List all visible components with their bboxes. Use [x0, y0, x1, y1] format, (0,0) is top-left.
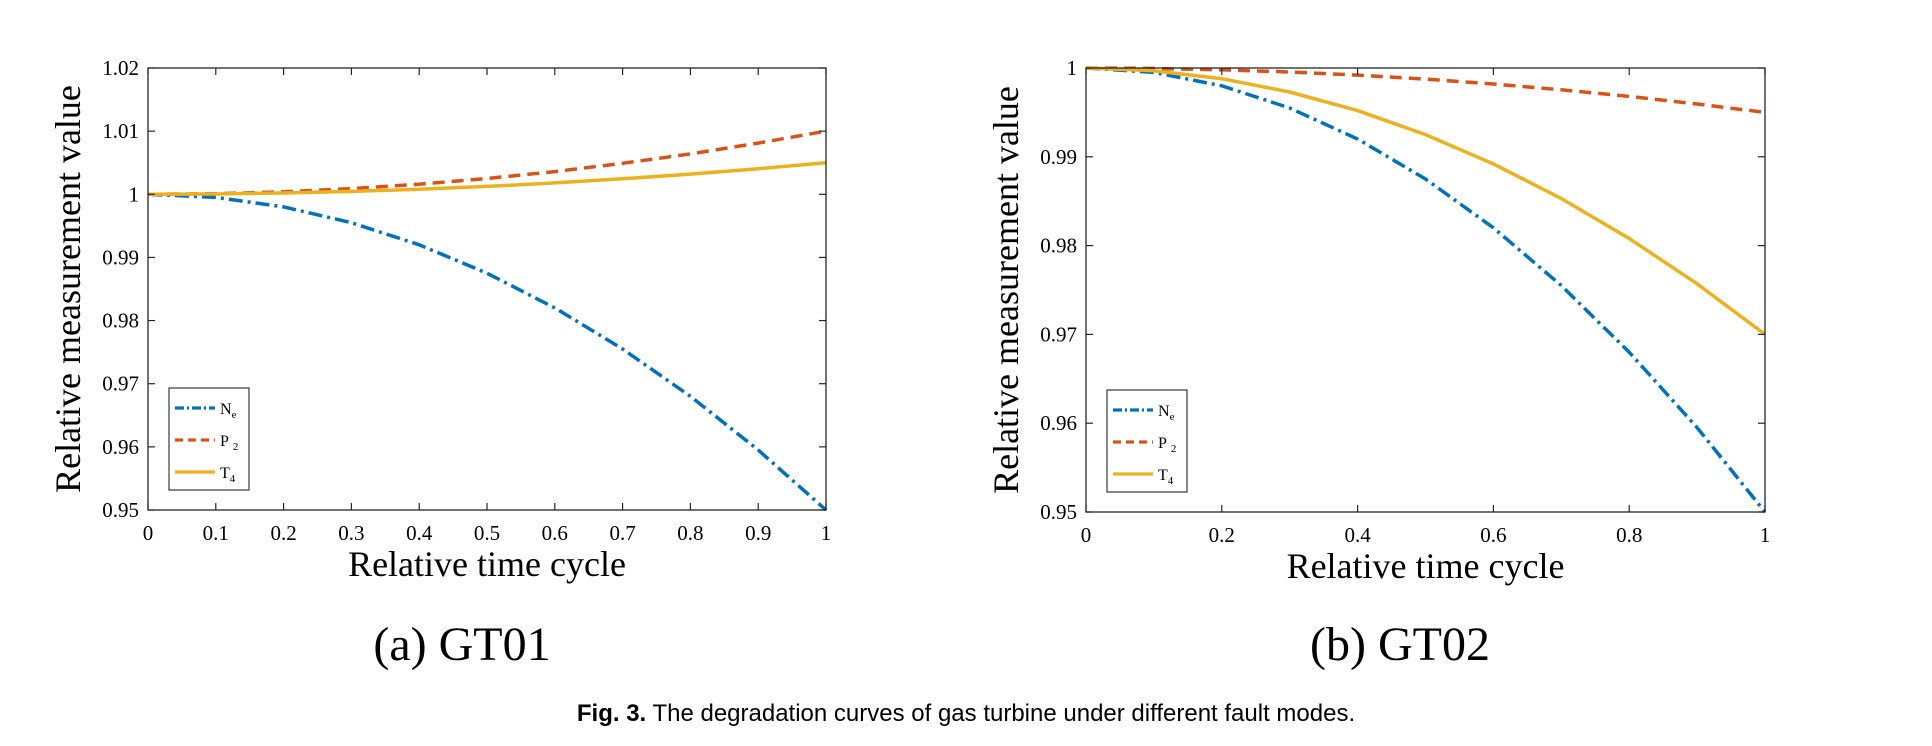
- figure-caption-text: The degradation curves of gas turbine un…: [652, 700, 1356, 727]
- legend-label-T4: T4: [220, 465, 236, 485]
- y-tick-label: 0.96: [1040, 411, 1077, 435]
- x-tick-label: 0.6: [1480, 523, 1506, 547]
- y-tick-label: 1: [1067, 56, 1078, 80]
- subfigure-label: (b) GT02: [1310, 618, 1490, 671]
- series-line-Ne: [1085, 66, 1767, 514]
- x-tick-label: 0.8: [677, 521, 703, 545]
- x-tick-label: 0.2: [270, 521, 296, 545]
- legend: Ne P 2 T4: [1106, 389, 1188, 493]
- x-tick-label: 0.5: [474, 521, 500, 545]
- x-axis-label: Relative time cycle: [348, 544, 626, 584]
- figure-canvas: 0 0.1 0.2 0.3 0.4 0.5 0.6 0.7 0.8 0.9 1 0.95 0.96 0.9…: [48, 56, 1770, 671]
- chart-panel-b: 0 0.2 0.4 0.6 0.8 1 0.95 0.96 0.97 0.98 0.99 1 Relat…: [986, 56, 1770, 671]
- axes-frame: [147, 67, 827, 511]
- y-tick-label: 0.95: [102, 498, 139, 522]
- y-tick-label: 1: [129, 182, 140, 206]
- x-tick-label: 0.9: [745, 521, 771, 545]
- y-tick-label: 0.97: [102, 372, 139, 396]
- x-tick-label: 0.7: [609, 521, 635, 545]
- y-tick-label: 0.95: [1040, 500, 1077, 524]
- series-line-T4: [147, 160, 827, 197]
- x-tick-label: 0.6: [542, 521, 568, 545]
- y-axis-label: Relative measurement value: [986, 86, 1026, 494]
- subfigure-label: (a) GT01: [373, 618, 550, 671]
- y-tick-label: 1.02: [102, 56, 139, 80]
- x-tick-label: 0.8: [1616, 523, 1642, 547]
- series-line-T4: [1085, 66, 1767, 336]
- y-tick-label: 0.98: [1040, 234, 1077, 258]
- x-tick-label: 0.4: [1344, 523, 1371, 547]
- y-tick-label: 1.01: [102, 119, 139, 143]
- x-tick-label: 0: [143, 521, 154, 545]
- y-tick-label: 0.98: [102, 309, 139, 333]
- x-tick-label: 0.3: [338, 521, 364, 545]
- y-axis-label: Relative measurement value: [48, 85, 88, 493]
- series-line-Ne: [147, 192, 828, 512]
- y-tick-label: 0.96: [102, 435, 139, 459]
- legend-label-Ne: Ne: [220, 401, 237, 421]
- y-tick-label: 0.99: [1040, 145, 1077, 169]
- x-tick-label: 0.2: [1209, 523, 1235, 547]
- x-tick-label: 0.1: [203, 521, 229, 545]
- y-tick-label: 0.99: [102, 245, 139, 269]
- axes-frame: [1085, 67, 1766, 513]
- x-axis-label: Relative time cycle: [1287, 546, 1565, 586]
- x-tick-label: 1: [1760, 523, 1771, 547]
- figure-caption: Fig. 3. The degradation curves of gas tu…: [0, 700, 1932, 728]
- legend: Ne P 2 T4: [168, 387, 250, 491]
- figure-label: Fig. 3.: [576, 700, 647, 727]
- legend-label-T4: T4: [1158, 467, 1174, 487]
- x-tick-label: 1: [821, 521, 832, 545]
- y-tick-label: 0.97: [1040, 322, 1077, 346]
- chart-panel-a: 0 0.1 0.2 0.3 0.4 0.5 0.6 0.7 0.8 0.9 1 0.95 0.96 0.9…: [48, 56, 831, 671]
- x-tick-label: 0.4: [406, 521, 433, 545]
- legend-label-Ne: Ne: [1158, 403, 1175, 423]
- x-tick-label: 0: [1081, 523, 1092, 547]
